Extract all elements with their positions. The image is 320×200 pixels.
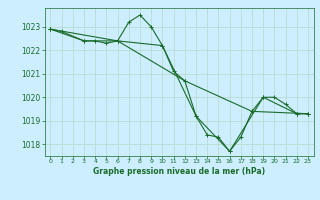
X-axis label: Graphe pression niveau de la mer (hPa): Graphe pression niveau de la mer (hPa) — [93, 167, 265, 176]
